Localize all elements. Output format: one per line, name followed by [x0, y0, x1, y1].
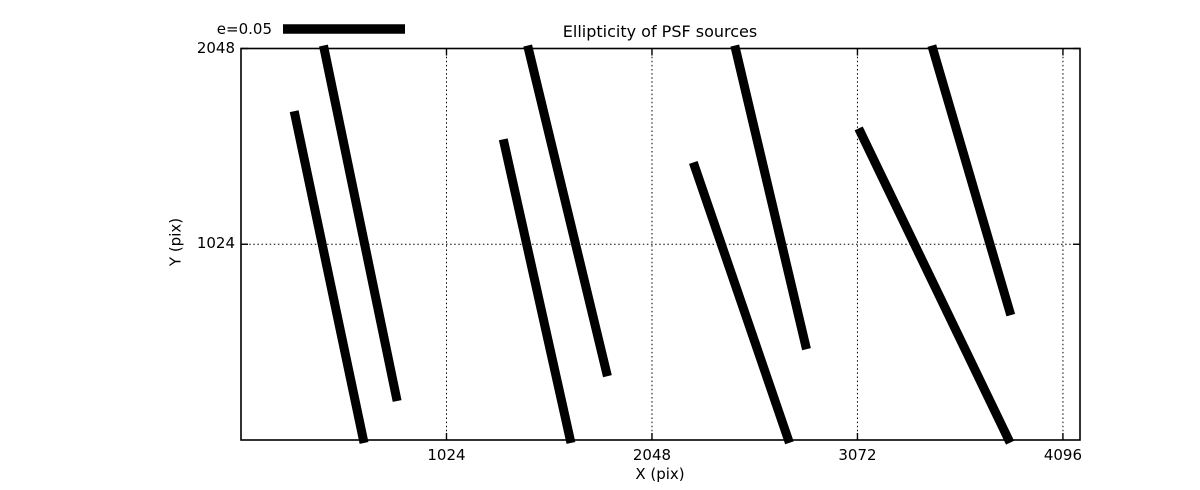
- y-tick-label: 1024: [196, 234, 235, 253]
- x-tick-label: 3072: [838, 446, 877, 464]
- ellipticity-whisker: [854, 126, 1015, 445]
- x-tick-label: 1024: [427, 446, 466, 464]
- chart-title: Ellipticity of PSF sources: [562, 22, 758, 41]
- ellipticity-whisker: [523, 44, 612, 378]
- x-tick-label: 2048: [632, 446, 672, 464]
- ellipticity-whisker: [498, 138, 576, 444]
- ellipticity-whisker: [289, 110, 369, 444]
- y-tick-label: 2048: [196, 38, 235, 57]
- ellipticity-whisker: [319, 44, 402, 402]
- legend-label: e=0.05: [216, 20, 272, 38]
- ellipticity-whisker: [689, 160, 794, 445]
- x-axis-label: X (pix): [635, 465, 685, 483]
- ellipticity-whisker: [730, 44, 811, 351]
- x-tick-label: 4096: [1043, 446, 1083, 464]
- ellipticity-whisker: [927, 44, 1016, 317]
